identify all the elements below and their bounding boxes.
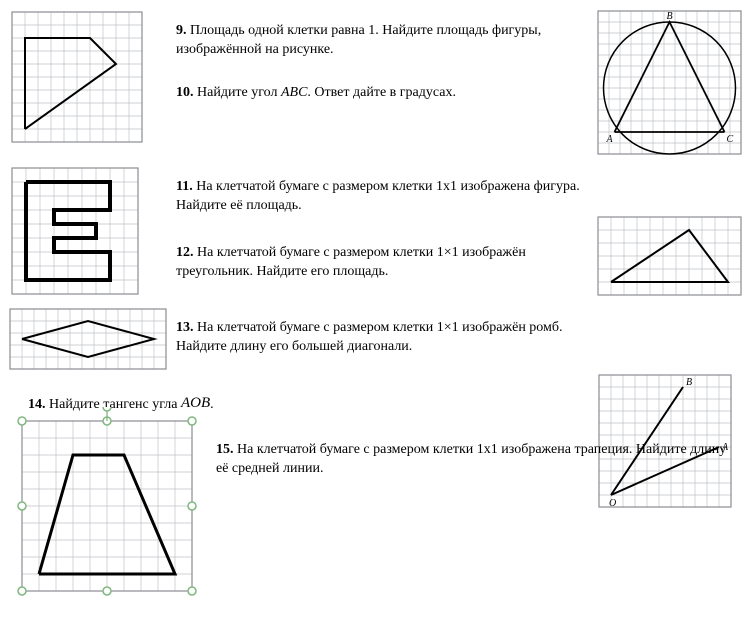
num-10: 10. [176, 85, 194, 100]
figure-10: A B C [595, 8, 745, 158]
figure-12 [595, 214, 745, 299]
text-9: Площадь одной клетки равна 1. Найдите пл… [176, 23, 541, 57]
text-11-12: 11. На клетчатой бумаге с размером клетк… [168, 164, 595, 296]
row-9-10: 9. Площадь одной клетки равна 1. Найдите… [8, 8, 745, 158]
row-11-12: 11. На клетчатой бумаге с размером клетк… [8, 164, 745, 299]
svg-text:C: C [727, 134, 734, 145]
num-15: 15. [216, 442, 234, 457]
text-10b: . Ответ дайте в градусах. [307, 85, 456, 100]
problem-15: 15. На клетчатой бумаге с размером клетк… [216, 441, 737, 479]
figure-9 [8, 8, 168, 148]
svg-text:B: B [686, 377, 692, 388]
text-15: 15. На клетчатой бумаге с размером клетк… [208, 407, 745, 493]
problem-12: 12. На клетчатой бумаге с размером клетк… [176, 244, 587, 282]
num-9: 9. [176, 23, 187, 38]
problem-13: 13. На клетчатой бумаге с размером клетк… [176, 319, 587, 357]
num-12: 12. [176, 245, 194, 260]
figure-11 [8, 164, 168, 299]
text-13: 13. На клетчатой бумаге с размером клетк… [168, 305, 595, 371]
text-15t: На клетчатой бумаге с размером клетки 1x… [216, 442, 726, 476]
text-9-10: 9. Площадь одной клетки равна 1. Найдите… [168, 8, 595, 117]
svg-text:O: O [609, 498, 616, 509]
text-11: На клетчатой бумаге с размером клетки 1x… [176, 179, 580, 213]
figure-15[interactable] [8, 407, 208, 607]
problem-9: 9. Площадь одной клетки равна 1. Найдите… [176, 22, 587, 60]
num-13: 13. [176, 320, 194, 335]
problem-11: 11. На клетчатой бумаге с размером клетк… [176, 178, 587, 216]
problem-10: 10. Найдите угол ABC. Ответ дайте в град… [176, 84, 587, 103]
var-abc: ABC [281, 85, 307, 100]
figure-13 [8, 305, 168, 375]
num-11: 11. [176, 179, 193, 194]
text-13t: На клетчатой бумаге с размером клетки 1×… [176, 320, 563, 354]
text-10a: Найдите угол [197, 85, 281, 100]
text-12: На клетчатой бумаге с размером клетки 1×… [176, 245, 526, 279]
svg-text:A: A [606, 134, 614, 145]
row-13: 13. На клетчатой бумаге с размером клетк… [8, 305, 745, 375]
svg-text:B: B [667, 11, 673, 22]
